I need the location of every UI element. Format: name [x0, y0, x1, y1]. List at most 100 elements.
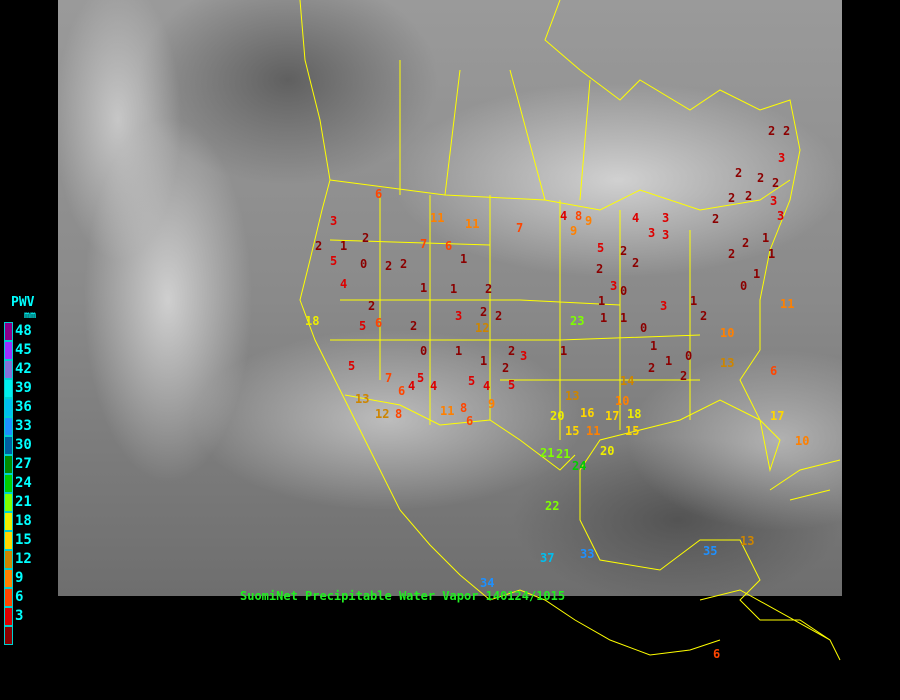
station-value: 7 [516, 221, 524, 235]
satellite-image [58, 0, 842, 596]
station-value: 3 [662, 211, 670, 225]
station-value: 1 [340, 239, 348, 253]
station-value: 6 [398, 384, 406, 398]
station-value: 0 [620, 284, 628, 298]
station-value: 4 [408, 379, 416, 393]
station-value: 3 [648, 226, 656, 240]
station-value: 11 [586, 424, 601, 438]
station-value: 4 [430, 379, 438, 393]
station-value: 6 [375, 187, 383, 201]
station-value: 4 [632, 211, 640, 225]
station-value: 1 [762, 231, 770, 245]
station-value: 11 [465, 217, 480, 231]
legend-label: 42 [15, 361, 32, 377]
legend-swatch [4, 341, 13, 360]
station-value: 4 [483, 379, 491, 393]
station-value: 1 [460, 252, 468, 266]
station-value: 24 [572, 459, 587, 473]
station-value: 10 [795, 434, 810, 448]
legend-swatch [4, 398, 13, 417]
legend-label: 48 [15, 323, 32, 339]
legend-label: 36 [15, 399, 32, 415]
station-value: 9 [570, 224, 578, 238]
station-value: 3 [455, 309, 463, 323]
station-value: 3 [777, 209, 785, 223]
station-value: 2 [480, 305, 488, 319]
station-value: 2 [648, 361, 656, 375]
station-value: 8 [575, 209, 583, 223]
station-value: 9 [585, 214, 593, 228]
station-value: 17 [605, 409, 620, 423]
station-value: 1 [480, 354, 488, 368]
station-value: 2 [728, 247, 736, 261]
station-value: 3 [330, 214, 338, 228]
caribbean-islands [699, 459, 841, 661]
station-value: 17 [770, 409, 785, 423]
station-value: 35 [703, 544, 718, 558]
legend-swatch [4, 607, 13, 626]
east-coast [544, 0, 831, 641]
legend-colorbar [4, 322, 13, 645]
station-value: 2 [700, 309, 708, 323]
station-value: 8 [460, 401, 468, 415]
station-value: 6 [466, 414, 474, 428]
station-value: 11 [780, 297, 795, 311]
station-value: 3 [610, 279, 618, 293]
station-value: 3 [520, 349, 528, 363]
station-value: 5 [508, 378, 516, 392]
station-value: 21 [540, 446, 555, 460]
station-value: 18 [627, 407, 642, 421]
station-value: 7 [385, 371, 393, 385]
station-value: 5 [468, 374, 476, 388]
station-value: 7 [420, 237, 428, 251]
station-value: 2 [502, 361, 510, 375]
station-value: 3 [662, 228, 670, 242]
legend-swatch [4, 569, 13, 588]
station-value: 3 [770, 194, 778, 208]
station-value: 10 [615, 394, 630, 408]
station-value: 2 [735, 166, 743, 180]
station-value: 2 [620, 244, 628, 258]
station-value: 10 [720, 326, 735, 340]
legend-swatch [4, 436, 13, 455]
legend-label: 21 [15, 494, 32, 510]
legend-label: 6 [15, 589, 24, 605]
legend-swatch [4, 474, 13, 493]
station-value: 2 [772, 176, 780, 190]
state-lines [329, 60, 701, 440]
station-value: 2 [757, 171, 765, 185]
station-value: 14 [620, 374, 635, 388]
station-value: 0 [420, 344, 428, 358]
station-value: 1 [560, 344, 568, 358]
station-value: 11 [440, 404, 455, 418]
legend-swatch [4, 588, 13, 607]
station-value: 5 [597, 241, 605, 255]
legend-label: 3 [15, 608, 24, 624]
station-value: 12 [375, 407, 390, 421]
legend-unit: mm [24, 310, 37, 321]
station-value: 0 [640, 321, 648, 335]
station-value: 2 [508, 344, 516, 358]
station-value: 15 [625, 424, 640, 438]
legend-swatch [4, 322, 13, 341]
station-value: 1 [665, 354, 673, 368]
station-value: 2 [400, 257, 408, 271]
station-value: 37 [540, 551, 555, 565]
legend-label: 15 [15, 532, 32, 548]
station-value: 13 [720, 356, 735, 370]
station-value: 6 [770, 364, 778, 378]
legend-swatch [4, 531, 13, 550]
station-value: 2 [495, 309, 503, 323]
legend-label: 12 [15, 551, 32, 567]
station-value: 2 [315, 239, 323, 253]
station-value: 2 [596, 262, 604, 276]
station-value: 0 [740, 279, 748, 293]
station-value: 16 [580, 406, 595, 420]
station-value: 8 [395, 407, 403, 421]
legend-label: 27 [15, 456, 32, 472]
station-value: 15 [565, 424, 580, 438]
station-value: 3 [778, 151, 786, 165]
station-value: 5 [348, 359, 356, 373]
